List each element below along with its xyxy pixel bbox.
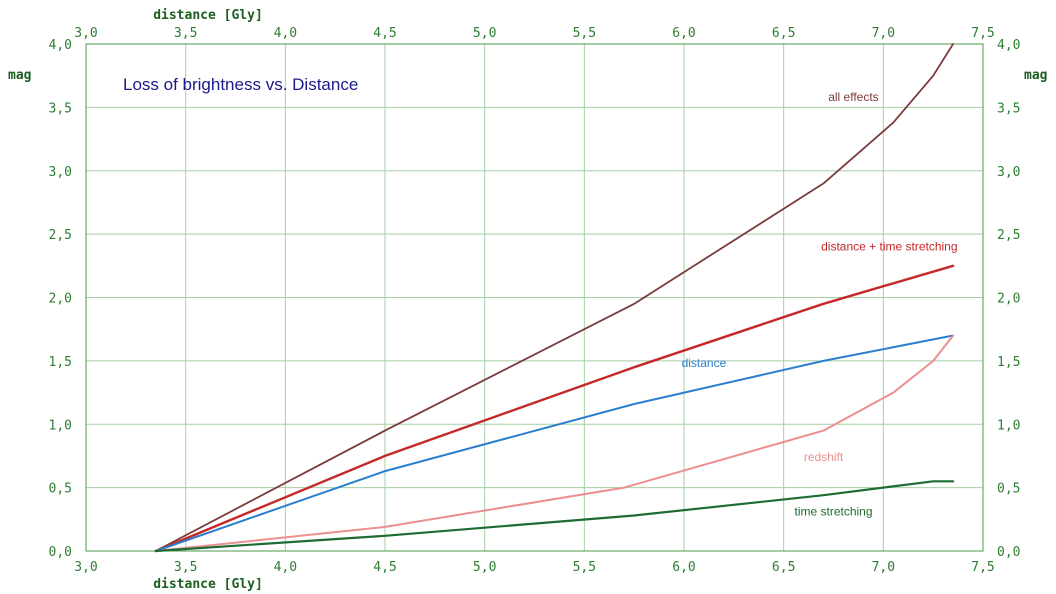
y-tick-label-left: 0,5 <box>49 482 72 497</box>
series-line-redshift <box>154 334 955 552</box>
series-labels: all effects distance + time stretching dis… <box>682 90 958 518</box>
y-tick-label-right: 0,0 <box>997 545 1020 560</box>
series-line-all-effects <box>154 43 954 552</box>
series-label-redshift: redshift <box>804 450 844 464</box>
x-tick-label-bottom: 6,5 <box>772 560 795 575</box>
x-tick-label-top: 4,0 <box>274 26 297 41</box>
y-tick-label-left: 1,5 <box>49 355 72 370</box>
y-axis-title-left: mag <box>8 68 31 83</box>
x-tick-label-top: 5,5 <box>573 26 596 41</box>
y-tick-label-right: 3,0 <box>997 165 1020 180</box>
x-tick-label-bottom: 7,0 <box>872 560 895 575</box>
series-label-distance-time-stretching: distance + time stretching <box>821 240 957 254</box>
y-tick-label-left: 3,5 <box>49 101 72 116</box>
series-label-time-stretching: time stretching <box>794 505 872 519</box>
x-tick-label-top: 5,0 <box>473 26 496 41</box>
x-tick-label-bottom: 6,0 <box>672 560 695 575</box>
x-tick-label-bottom: 3,5 <box>174 560 197 575</box>
series-label-all-effects: all effects <box>828 90 878 104</box>
y-tick-label-left: 2,5 <box>49 228 72 243</box>
x-tick-label-top: 4,5 <box>373 26 396 41</box>
chart-title: Loss of brightness vs. Distance <box>123 75 358 94</box>
x-tick-label-top: 7,0 <box>872 26 895 41</box>
x-tick-label-bottom: 4,5 <box>373 560 396 575</box>
y-tick-label-right: 2,0 <box>997 292 1020 307</box>
y-tick-label-right: 1,0 <box>997 418 1020 433</box>
y-tick-label-right: 4,0 <box>997 38 1020 53</box>
x-ticks-bottom: 3,0 3,5 4,0 4,5 5,0 5,5 6,0 6,5 7,0 7,5 <box>74 560 994 575</box>
x-tick-label-top: 6,5 <box>772 26 795 41</box>
x-tick-label-bottom: 5,5 <box>573 560 596 575</box>
series-line-distance <box>154 334 955 552</box>
y-tick-label-left: 4,0 <box>49 38 72 53</box>
x-tick-label-bottom: 7,5 <box>971 560 994 575</box>
series-label-distance: distance <box>682 356 727 370</box>
x-axis-title-bottom: distance [Gly] <box>153 577 263 592</box>
y-tick-label-left: 2,0 <box>49 292 72 307</box>
x-tick-label-bottom: 5,0 <box>473 560 496 575</box>
y-ticks-right: 0,0 0,5 1,0 1,5 2,0 2,5 3,0 3,5 4,0 <box>997 38 1020 560</box>
series-line-time-stretching <box>154 480 955 553</box>
x-tick-label-top: 7,5 <box>971 26 994 41</box>
x-axis-title-top: distance [Gly] <box>153 8 263 23</box>
plot-frame <box>85 43 984 552</box>
x-tick-label-bottom: 3,0 <box>74 560 97 575</box>
series-lines <box>154 43 955 553</box>
y-tick-label-right: 0,5 <box>997 482 1020 497</box>
y-ticks-left: 0,0 0,5 1,0 1,5 2,0 2,5 3,0 3,5 4,0 <box>49 38 72 560</box>
series-line-distance-time-stretching <box>154 264 955 553</box>
x-tick-label-top: 3,5 <box>174 26 197 41</box>
y-tick-label-right: 2,5 <box>997 228 1020 243</box>
x-tick-label-bottom: 4,0 <box>274 560 297 575</box>
y-tick-label-right: 3,5 <box>997 101 1020 116</box>
y-tick-label-right: 1,5 <box>997 355 1020 370</box>
y-tick-label-left: 3,0 <box>49 165 72 180</box>
x-tick-label-top: 3,0 <box>74 26 97 41</box>
x-ticks-top: 3,0 3,5 4,0 4,5 5,0 5,5 6,0 6,5 7,0 7,5 <box>74 26 994 41</box>
y-axis-title-right: mag <box>1024 68 1047 83</box>
y-tick-label-left: 1,0 <box>49 418 72 433</box>
x-tick-label-top: 6,0 <box>672 26 695 41</box>
y-tick-label-left: 0,0 <box>49 545 72 560</box>
